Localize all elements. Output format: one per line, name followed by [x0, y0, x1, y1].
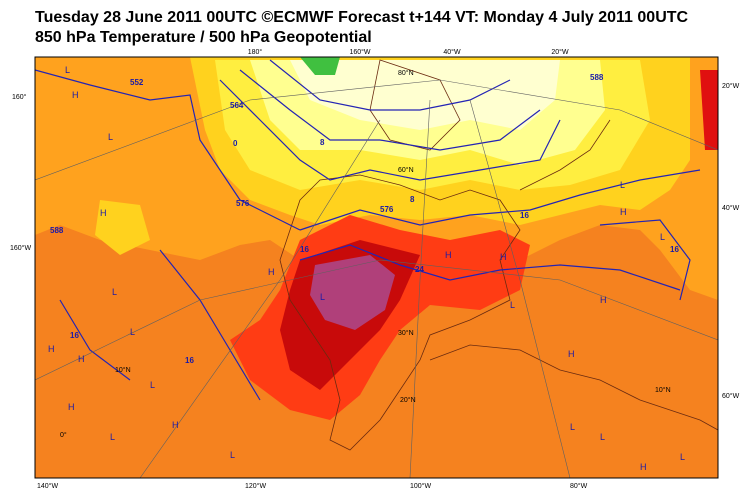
grid-label: 10°N [655, 386, 671, 394]
frame-label: 20°W [551, 48, 569, 56]
contour-label: 0 [233, 139, 238, 148]
frame-label: 20°W [722, 82, 740, 90]
grid-label: 80°N [398, 69, 414, 77]
frame-label: 160°W [349, 48, 370, 56]
pressure-center: L [320, 292, 325, 302]
contour-label: 24 [415, 265, 424, 274]
frame-label: 140°W [37, 482, 58, 490]
frame-label: 160°W [10, 244, 31, 252]
frame-label: 180° [248, 48, 263, 56]
frame-label: 60°W [722, 392, 740, 400]
contour-label: 16 [70, 331, 79, 340]
subtitle: 850 hPa Temperature / 500 hPa Geopotenti… [35, 29, 372, 46]
grid-label: 20°N [400, 396, 416, 404]
pressure-center: L [112, 287, 117, 297]
pressure-center: H [68, 402, 75, 412]
grid-label: 0° [60, 431, 67, 439]
pressure-center: H [78, 354, 85, 364]
pressure-center: H [72, 90, 79, 100]
pressure-center: L [600, 432, 605, 442]
grid-label: 10°N [115, 366, 131, 374]
pressure-center: H [48, 344, 55, 354]
pressure-center: L [130, 327, 135, 337]
contour-label: 552 [130, 78, 144, 87]
pressure-center: H [445, 250, 452, 260]
pressure-center: L [108, 132, 113, 142]
contour-label: 564 [230, 101, 244, 110]
frame-label: 100°W [410, 482, 431, 490]
contour-label: 8 [320, 138, 325, 147]
frame-label: 120°W [245, 482, 266, 490]
map-frame [34, 56, 719, 479]
pressure-center: L [150, 380, 155, 390]
contour-label: 16 [185, 356, 194, 365]
pressure-center: L [660, 232, 665, 242]
contour-label: 588 [590, 73, 604, 82]
pressure-center: L [230, 450, 235, 460]
grid-label: 60°N [398, 166, 414, 174]
pressure-center: H [600, 295, 607, 305]
contour-label: 16 [300, 245, 309, 254]
frame-label: 80°W [570, 482, 588, 490]
pressure-center: H [172, 420, 179, 430]
pressure-center: H [100, 208, 107, 218]
pressure-center: L [680, 452, 685, 462]
pressure-center: H [568, 349, 575, 359]
pressure-center: L [110, 432, 115, 442]
contour-label: 16 [520, 211, 529, 220]
graticule [35, 79, 718, 478]
pressure-center: L [510, 300, 515, 310]
contour-label: 8 [410, 195, 415, 204]
pressure-center: L [570, 422, 575, 432]
contour-label: 576 [236, 199, 250, 208]
pressure-center: L [620, 180, 625, 190]
pressure-center: H [500, 252, 507, 262]
pressure-center: L [65, 65, 70, 75]
grid-label: 30°N [398, 329, 414, 337]
pressure-center: H [640, 462, 647, 472]
contour-label: 576 [380, 205, 394, 214]
pressure-center: H [620, 207, 627, 217]
frame-label: 160° [12, 93, 27, 101]
pressure-center: H [268, 267, 275, 277]
contour-label: 588 [50, 226, 64, 235]
geopotential-contours [35, 59, 701, 401]
map-field [35, 57, 718, 478]
frame-label: 40°W [722, 204, 740, 212]
title: Tuesday 28 June 2011 00UTC ©ECMWF Foreca… [35, 9, 689, 26]
contour-label: 16 [670, 245, 679, 254]
frame-label: 40°W [443, 48, 461, 56]
